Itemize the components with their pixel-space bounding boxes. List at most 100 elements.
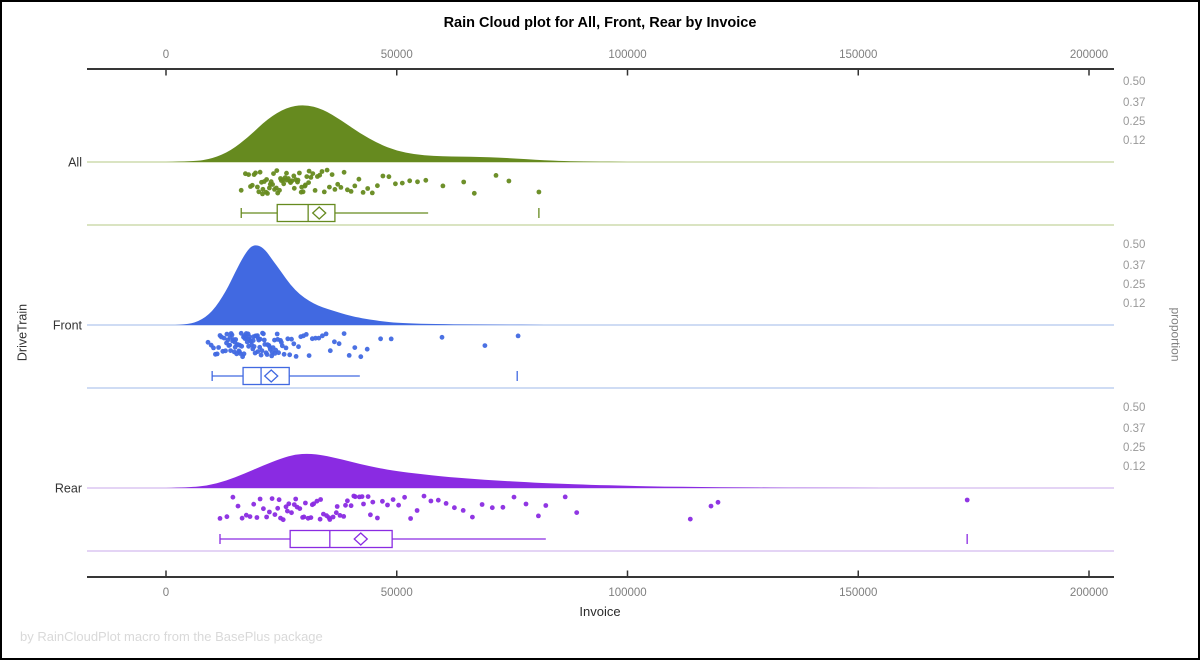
raindrop-point (380, 173, 386, 179)
raindrop-point (388, 336, 394, 342)
raindrop-point (341, 169, 347, 175)
mean-diamond (263, 369, 279, 383)
raindrop-point (356, 176, 362, 182)
raindrop-point (272, 512, 278, 517)
raindrop-point (257, 169, 263, 175)
raindrop-point (380, 498, 385, 504)
raindrop-point (249, 182, 255, 188)
raindrop-point (314, 498, 320, 504)
raindrop-point (270, 182, 275, 187)
raindrop-point (253, 170, 258, 176)
raindrop-point (276, 350, 281, 356)
raindrop-point (276, 497, 282, 503)
raindrop-point (365, 494, 371, 499)
raindrop-point (335, 181, 341, 187)
raindrop-point (303, 500, 308, 506)
proportion-tick-label: 0.37 (1123, 423, 1145, 435)
raindrop-point (470, 514, 475, 520)
raindrop-point (230, 494, 236, 500)
raindrop-point (348, 503, 354, 509)
raindrop-point (435, 497, 441, 503)
raindrop-point (293, 354, 299, 359)
raindrop-point (452, 505, 457, 511)
raindrop-point (562, 494, 568, 500)
raindrop-point (385, 502, 390, 508)
raindrop-point (281, 351, 287, 357)
raindrop-point (370, 499, 376, 505)
raindrop-point (279, 343, 285, 349)
bottom-axis-tick-label: 100000 (608, 587, 646, 599)
raindrop-point (334, 504, 340, 509)
raindrop-point (414, 508, 420, 513)
raindrop-point (378, 336, 383, 342)
top-axis-tick-label: 100000 (608, 49, 646, 61)
bottom-axis-tick-label: 150000 (839, 587, 877, 599)
raindrop-point (333, 510, 339, 516)
raindrop-point (246, 172, 252, 178)
raindrop-point (399, 180, 405, 186)
raindrop-point (306, 168, 312, 174)
raindrop-point (257, 344, 263, 350)
raindrop-point (243, 512, 249, 518)
raindrop-point (345, 187, 350, 193)
raindrop-point (319, 169, 325, 174)
raindrop-point (251, 344, 257, 349)
raindrop-point (536, 513, 541, 519)
raindrop-point (285, 508, 290, 514)
y-axis-title-proportion: proportion (1168, 307, 1183, 362)
raindrop-point (318, 497, 323, 502)
chart-title: Rain Cloud plot for All, Front, Rear by … (443, 15, 757, 31)
raindrop-point (460, 508, 466, 513)
raindrop-point (358, 354, 364, 360)
raindrop-point (493, 173, 499, 178)
raindrop-point (332, 339, 337, 345)
raindrop-point (489, 505, 495, 511)
density-curve-front (175, 245, 545, 325)
raindrop-point (428, 498, 434, 504)
group-front (87, 245, 1114, 389)
raindrop-point (229, 332, 235, 338)
raindrop-point (280, 517, 286, 523)
box-plot-all (240, 203, 540, 223)
y-axis-title-drivetrain: DriveTrain (15, 303, 30, 362)
raindrop-point (267, 185, 272, 191)
raindrop-point (238, 187, 244, 193)
raindrop-point (327, 348, 333, 354)
raindrop-point (255, 184, 260, 190)
raindrop-point (393, 181, 398, 187)
raindrop-point (239, 343, 245, 349)
proportion-tick-label: 0.25 (1123, 442, 1145, 454)
raindrop-point (332, 187, 338, 192)
raindrop-point (482, 343, 488, 348)
raindrop-point (264, 514, 269, 520)
raindrop-point (235, 503, 241, 509)
raindrop-point (223, 348, 228, 354)
raindrop-point (216, 345, 222, 350)
proportion-tick-label: 0.37 (1123, 260, 1145, 272)
raindrop-point (687, 516, 693, 522)
raindrop-point (708, 503, 714, 509)
proportion-tick-label: 0.50 (1123, 239, 1145, 251)
raindrop-point (327, 184, 332, 190)
mean-diamond (311, 206, 327, 220)
raindrop-point (257, 336, 263, 342)
bottom-axis-tick-label: 200000 (1070, 587, 1108, 599)
raindrop-point (536, 189, 542, 195)
raindrop-point (308, 515, 314, 520)
raindrop-point (329, 172, 335, 178)
raindrop-point (283, 504, 289, 510)
raindrop-point (323, 331, 329, 337)
raindrop-point (324, 167, 330, 173)
raindrop-point (247, 334, 252, 340)
bottom-axis-tick-label: 50000 (381, 587, 413, 599)
raindrop-point (257, 496, 263, 502)
proportion-tick-label: 0.12 (1123, 298, 1145, 310)
raindrop-point (241, 351, 247, 357)
raindrop-point (715, 499, 721, 505)
raindrop-point (297, 506, 303, 511)
mean-diamond (353, 532, 369, 546)
footer-note: by RainCloudPlot macro from the BasePlus… (20, 629, 323, 644)
raindrop-point (264, 177, 269, 182)
